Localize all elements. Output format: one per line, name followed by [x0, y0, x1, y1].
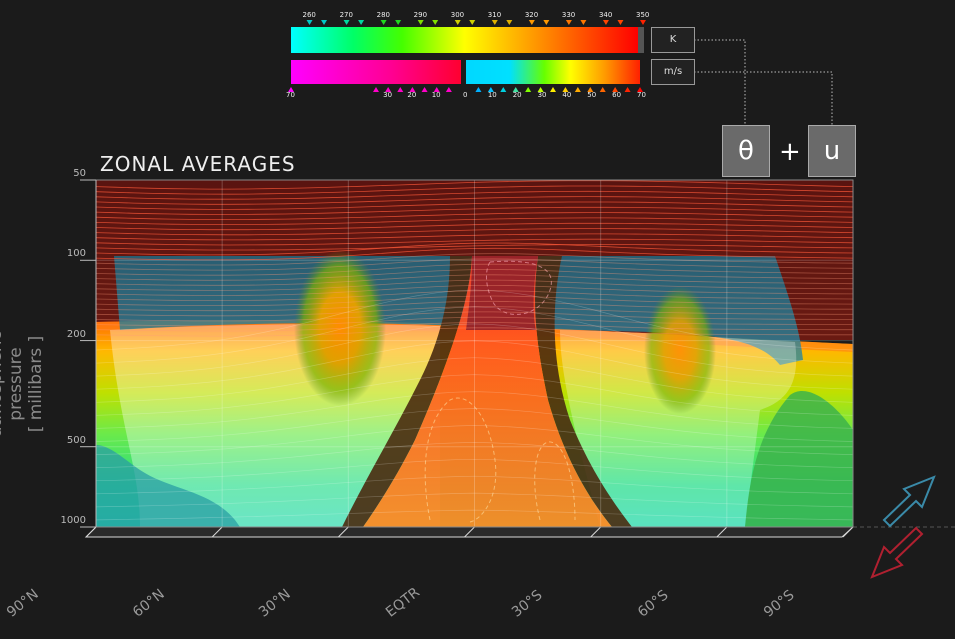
- u-pos-tick-marker: [475, 87, 481, 92]
- u-neg-tick-marker: [397, 87, 403, 92]
- theta-tick-marker-minor: [395, 20, 401, 25]
- u-neg-tick-label: 70: [286, 91, 295, 99]
- theta-tick-marker: [381, 20, 387, 25]
- y-tick-label: 200: [58, 329, 86, 340]
- u-pos-tick-label: 20: [513, 91, 522, 99]
- theta-tick-marker: [344, 20, 350, 25]
- theta-tick-marker-minor: [506, 20, 512, 25]
- theta-tick-marker: [418, 20, 424, 25]
- theta-tick-label: 310: [488, 11, 501, 19]
- plot-field: [96, 180, 853, 527]
- theta-tick-marker: [640, 20, 646, 25]
- u-neg-tick-label: 30: [383, 91, 392, 99]
- theta-tick-marker: [307, 20, 313, 25]
- u-pos-tick-marker: [550, 87, 556, 92]
- rotate-down-arrow-icon[interactable]: [872, 528, 922, 577]
- theta-tick-label: 300: [451, 11, 464, 19]
- u-colorbar: [288, 60, 643, 92]
- theta-tick-marker-minor: [580, 20, 586, 25]
- rotate-up-arrow-icon[interactable]: [884, 477, 934, 526]
- u-connector: [694, 72, 832, 125]
- y-axis-label: atmospheric pressure [ millibars ]: [0, 299, 46, 469]
- u-pos-tick-label: 0: [463, 91, 467, 99]
- theta-tick-marker: [455, 20, 461, 25]
- y-tick-label: 100: [58, 248, 86, 259]
- theta-tick-label: 270: [340, 11, 353, 19]
- u-pos-tick-marker: [600, 87, 606, 92]
- u-variable-button[interactable]: u: [808, 125, 856, 177]
- theta-tick-marker-minor: [432, 20, 438, 25]
- y-axis-unit-text: [ millibars ]: [26, 299, 46, 469]
- u-pos-tick-label: 10: [488, 91, 497, 99]
- plus-sign: +: [779, 137, 801, 167]
- u-neg-tick-label: 20: [407, 91, 416, 99]
- u-pos-tick-label: 50: [587, 91, 596, 99]
- equatorial-upper-region: [466, 256, 538, 330]
- theta-tick-marker-minor: [358, 20, 364, 25]
- u-neg-tick-label: 10: [432, 91, 441, 99]
- theta-tick-marker-minor: [469, 20, 475, 25]
- theta-tick-label: 280: [377, 11, 390, 19]
- u-pos-tick-marker: [625, 87, 631, 92]
- y-tick-label: 500: [58, 435, 86, 446]
- theta-colorbar: [291, 20, 646, 53]
- y-axis-label-text: atmospheric pressure: [0, 299, 26, 469]
- u-colorbar-positive: [466, 60, 640, 84]
- theta-tick-marker: [603, 20, 609, 25]
- y-tick-marks: [80, 180, 96, 527]
- u-unit-box[interactable]: m/s: [651, 59, 695, 85]
- chart-title: ZONAL AVERAGES: [100, 152, 296, 176]
- u-neg-tick-marker: [373, 87, 379, 92]
- theta-tick-label: 350: [636, 11, 649, 19]
- theta-variable-button[interactable]: θ: [722, 125, 770, 177]
- theta-tick-label: 290: [414, 11, 427, 19]
- theta-tick-marker-minor: [543, 20, 549, 25]
- y-tick-label: 50: [58, 168, 86, 179]
- theta-unit-box[interactable]: K: [651, 27, 695, 53]
- u-colorbar-negative: [291, 60, 461, 84]
- theta-tick-marker: [492, 20, 498, 25]
- u-pos-tick-label: 60: [612, 91, 621, 99]
- u-neg-tick-marker: [446, 87, 452, 92]
- theta-tick-markers: [307, 20, 646, 25]
- u-neg-tick-marker: [422, 87, 428, 92]
- theta-tick-label: 330: [562, 11, 575, 19]
- theta-colorbar-fill: [291, 27, 638, 53]
- u-pos-tick-label: 40: [562, 91, 571, 99]
- theta-tick-marker: [529, 20, 535, 25]
- theta-tick-label: 260: [303, 11, 316, 19]
- theta-tick-marker: [566, 20, 572, 25]
- theta-tick-label: 340: [599, 11, 612, 19]
- theta-colorbar-end: [638, 27, 644, 53]
- u-pos-tick-marker: [525, 87, 531, 92]
- u-pos-tick-marker: [575, 87, 581, 92]
- theta-tick-marker-minor: [617, 20, 623, 25]
- theta-connector: [694, 40, 745, 125]
- u-pos-tick-label: 30: [538, 91, 547, 99]
- y-tick-label: 1000: [58, 515, 86, 526]
- theta-tick-marker-minor: [321, 20, 327, 25]
- theta-tick-label: 320: [525, 11, 538, 19]
- u-pos-tick-label: 70: [637, 91, 646, 99]
- u-pos-tick-marker: [500, 87, 506, 92]
